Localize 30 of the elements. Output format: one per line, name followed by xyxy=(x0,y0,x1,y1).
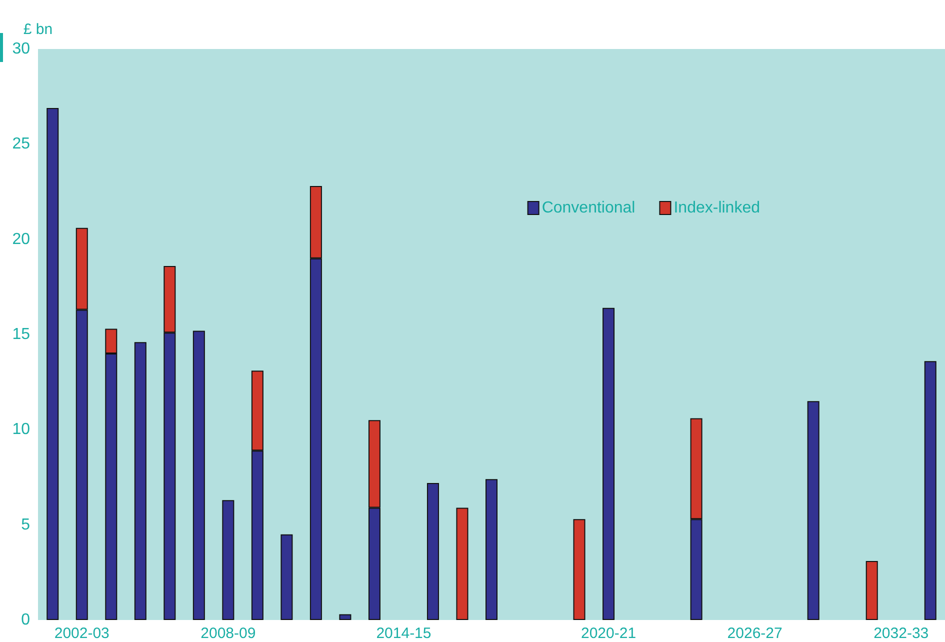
bar xyxy=(486,479,498,620)
bar xyxy=(807,401,820,620)
bar xyxy=(134,342,146,620)
x-tick-label: 2008-09 xyxy=(200,625,256,642)
bar xyxy=(602,308,615,620)
y-axis-title: £ bn xyxy=(23,21,53,38)
y-tick-label: 10 xyxy=(12,421,30,438)
bar xyxy=(924,361,936,620)
x-tick-label: 2002-03 xyxy=(54,625,110,642)
x-tick-label: 2014-15 xyxy=(376,625,432,642)
y-tick-label: 20 xyxy=(12,230,30,248)
bar xyxy=(280,534,293,620)
y-tick-label: 5 xyxy=(21,516,30,534)
legend-label: Index-linked xyxy=(674,200,760,216)
x-tick-label: 2032-33 xyxy=(874,625,929,642)
legend-label: Conventional xyxy=(542,200,636,216)
y-tick-label: 0 xyxy=(21,612,30,628)
bar xyxy=(426,482,439,620)
bar xyxy=(339,614,352,620)
y-tick-label: 15 xyxy=(12,326,30,343)
bar xyxy=(866,560,878,620)
y-tick-label: 30 xyxy=(12,40,30,58)
x-tick-label: 2020-21 xyxy=(581,625,636,642)
bar xyxy=(456,508,468,620)
bar xyxy=(222,500,234,620)
y-tick-label: 25 xyxy=(12,136,30,153)
x-tick-label: 2026-27 xyxy=(727,625,782,642)
bar xyxy=(46,108,59,620)
bar xyxy=(573,519,586,620)
bar xyxy=(192,330,205,620)
